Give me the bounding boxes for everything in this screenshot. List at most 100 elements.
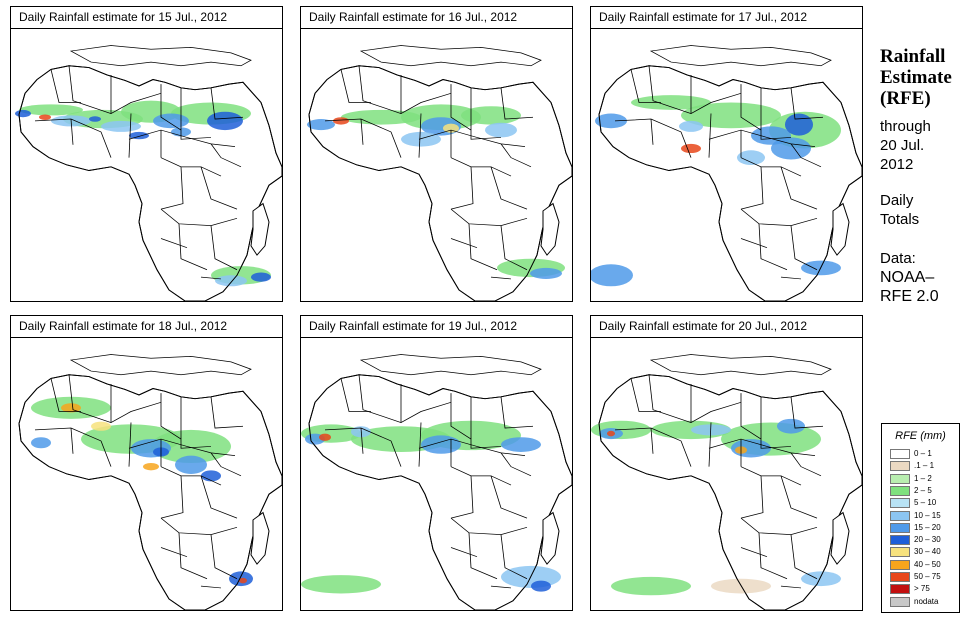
country-border xyxy=(210,143,242,168)
country-border xyxy=(450,208,528,227)
legend-swatch xyxy=(890,485,910,496)
legend-label: 2 – 5 xyxy=(914,485,932,495)
rainfall-area xyxy=(591,264,633,287)
country-border xyxy=(450,547,478,558)
country-border xyxy=(500,452,532,477)
coastline-outline xyxy=(18,65,282,301)
legend-swatch xyxy=(890,473,910,484)
title-line: Rainfall xyxy=(880,46,946,67)
country-border xyxy=(740,393,762,440)
legend-label: 10 – 15 xyxy=(914,510,941,520)
country-border xyxy=(760,396,792,449)
coastline-outline xyxy=(308,374,572,610)
map-canvas xyxy=(301,354,572,610)
rainfall-area xyxy=(421,435,461,454)
panel-title: Daily Rainfall estimate for 16 Jul., 201… xyxy=(301,7,572,29)
rainfall-area xyxy=(595,113,627,129)
legend-swatch xyxy=(890,535,910,546)
country-border xyxy=(450,517,528,536)
country-border xyxy=(790,534,818,580)
panel-title: Daily Rainfall estimate for 19 Jul., 201… xyxy=(301,316,572,338)
country-border xyxy=(360,428,364,454)
country-border xyxy=(780,585,802,589)
rainfall-area xyxy=(39,114,51,120)
map-panel: Daily Rainfall estimate for 16 Jul., 201… xyxy=(300,6,573,302)
country-border xyxy=(468,532,498,580)
rainfall-area xyxy=(333,117,349,125)
title-line: (RFE) xyxy=(880,88,931,109)
country-border xyxy=(630,69,661,103)
rainfall-area xyxy=(401,131,441,147)
country-border xyxy=(178,223,208,271)
country-border xyxy=(210,87,244,120)
rainfall-area xyxy=(153,113,189,129)
country-border xyxy=(780,475,818,519)
country-border xyxy=(160,166,184,210)
country-border xyxy=(450,238,478,249)
country-border xyxy=(450,157,512,177)
rainfall-area xyxy=(201,470,221,482)
panel-title: Daily Rainfall estimate for 18 Jul., 201… xyxy=(11,316,282,338)
legend-label: 20 – 30 xyxy=(914,535,941,545)
map-panel: Daily Rainfall estimate for 19 Jul., 201… xyxy=(300,315,573,611)
madagascar xyxy=(250,511,270,565)
country-border xyxy=(630,378,661,412)
legend-swatch xyxy=(890,547,910,558)
period-line: through xyxy=(880,118,931,135)
europe-coast xyxy=(649,45,832,67)
country-border xyxy=(360,119,364,145)
rainfall-area xyxy=(175,455,207,474)
rainfall-area xyxy=(777,418,805,434)
country-border xyxy=(200,166,238,210)
map-canvas xyxy=(307,45,572,301)
rainfall-area xyxy=(530,267,562,279)
rainfall-area xyxy=(19,104,83,116)
rainfall-area xyxy=(737,150,765,165)
country-border xyxy=(790,143,822,168)
legend-label: 0 – 1 xyxy=(914,449,932,458)
country-border xyxy=(470,87,502,140)
map-canvas xyxy=(18,354,282,610)
legend-swatch xyxy=(890,510,910,521)
country-border xyxy=(100,440,112,467)
country-border xyxy=(160,84,182,131)
rainfall-area xyxy=(461,106,521,125)
legend-swatch xyxy=(890,522,910,533)
country-border xyxy=(128,422,132,467)
rainfall-area xyxy=(151,429,231,463)
country-border xyxy=(500,225,528,271)
data-line: NOAA– xyxy=(880,269,935,286)
coastline-outline xyxy=(598,65,862,301)
rainfall-area xyxy=(681,102,781,129)
rainfall-area xyxy=(239,577,247,584)
rainfall-area xyxy=(301,575,381,594)
panel-title: Daily Rainfall estimate for 15 Jul., 201… xyxy=(11,7,282,29)
legend-swatch xyxy=(890,559,910,570)
coastline-outline xyxy=(308,65,572,301)
country-border xyxy=(740,208,818,227)
legend-label: 30 – 40 xyxy=(914,547,941,557)
country-border xyxy=(50,378,81,412)
country-border xyxy=(450,166,474,210)
map-panel: Daily Rainfall estimate for 15 Jul., 201… xyxy=(10,6,283,302)
country-border xyxy=(178,532,208,580)
rainfall-area xyxy=(89,116,101,122)
rainfall-map xyxy=(591,29,862,301)
rainfall-area xyxy=(143,462,159,471)
country-border xyxy=(490,475,528,519)
country-border xyxy=(418,113,422,158)
legend-label: 50 – 75 xyxy=(914,572,941,581)
country-border xyxy=(210,225,238,271)
country-border xyxy=(50,69,81,103)
country-border xyxy=(490,166,528,210)
country-border xyxy=(390,131,402,158)
legend-swatch xyxy=(890,584,910,595)
product-title: Rainfall Estimate (RFE) xyxy=(880,46,965,109)
rainfall-area xyxy=(251,272,271,282)
europe-coast xyxy=(69,45,252,67)
country-border xyxy=(708,113,712,158)
rainfall-map xyxy=(301,338,572,610)
madagascar xyxy=(250,202,270,256)
country-border xyxy=(180,396,212,449)
country-border xyxy=(490,585,512,589)
